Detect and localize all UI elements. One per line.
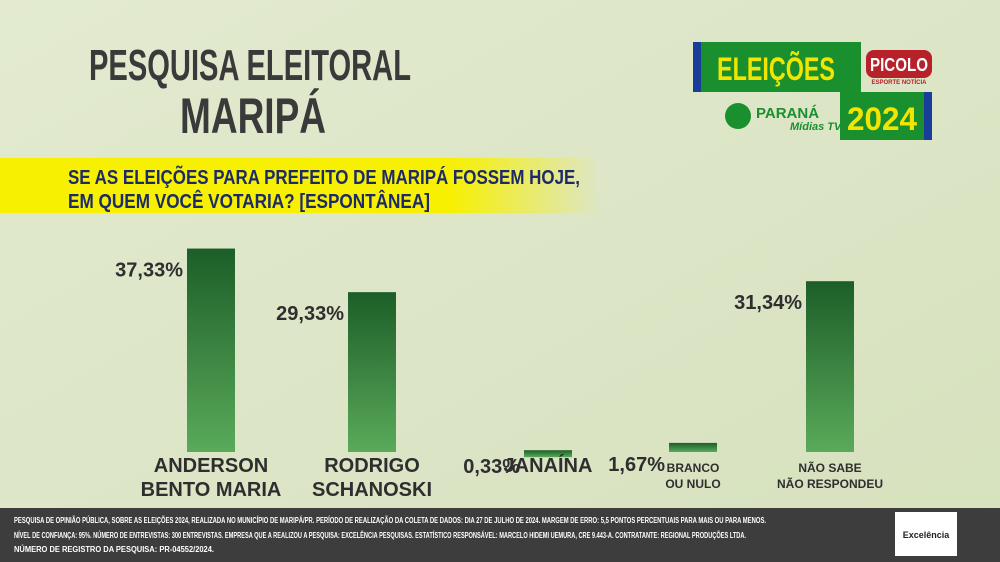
logo-border [693,42,701,92]
logo-text: ELEIÇÕES [717,51,835,87]
category-label: OU NULO [665,477,720,491]
category-label: BRANCO [667,461,720,475]
bar [187,248,235,452]
footer-text: PESQUISA DE OPINIÃO PÚBLICA, SOBRE AS EL… [14,516,766,525]
category-label: ANDERSON [154,455,268,477]
question: EM QUEM VOCÊ VOTARIA? [ESPONTÂNEA] [68,189,430,213]
institute-logo [895,512,957,556]
category-label: JANAÍNA [504,454,593,477]
value-label: 37,33% [115,260,183,282]
category-label: BENTO MARIA [141,479,282,501]
value-label: 1,67% [608,454,665,476]
logo-text: ESPORTE NOTÍCIA [871,78,927,86]
value-label: 31,34% [734,292,802,314]
value-label: 0,33% [463,456,520,478]
chart-title: PESQUISA ELEITORAL [89,41,411,90]
chart-subtitle: MARIPÁ [180,88,326,144]
category-label: NÃO SABE [798,460,861,475]
footer-text: NÚMERO DE REGISTRO DA PESQUISA: PR-04552… [14,545,214,554]
bar [348,292,396,452]
category-label: SCHANOSKI [312,479,432,501]
logo-text: 2024 [847,101,917,137]
logo-text: PARANÁ [756,105,819,122]
question-banner [0,158,600,213]
value-label: 29,33% [276,303,344,325]
logo-box [840,92,924,140]
category-label: NÃO RESPONDEU [777,476,883,491]
category-label: RODRIGO [324,455,420,477]
institute-text: Excelência [903,530,951,540]
bar [524,450,572,458]
logo-text: Mídias TV [790,121,843,133]
footer [0,508,1000,562]
footer-text: NÍVEL DE CONFIANÇA: 95%. NÚMERO DE ENTRE… [14,531,746,540]
logo-box [701,42,861,92]
bar [806,281,854,452]
logo-border [924,92,932,140]
question: SE AS ELEIÇÕES PARA PREFEITO DE MARIPÁ F… [68,165,580,189]
logo-text: PICOLO [870,55,928,75]
logo-icon [725,103,751,129]
bar [669,442,717,452]
logo-box [866,50,932,78]
logo: ELEIÇÕES 2024 PICOLO ESPORTE NOTÍCIA PAR… [693,42,932,140]
